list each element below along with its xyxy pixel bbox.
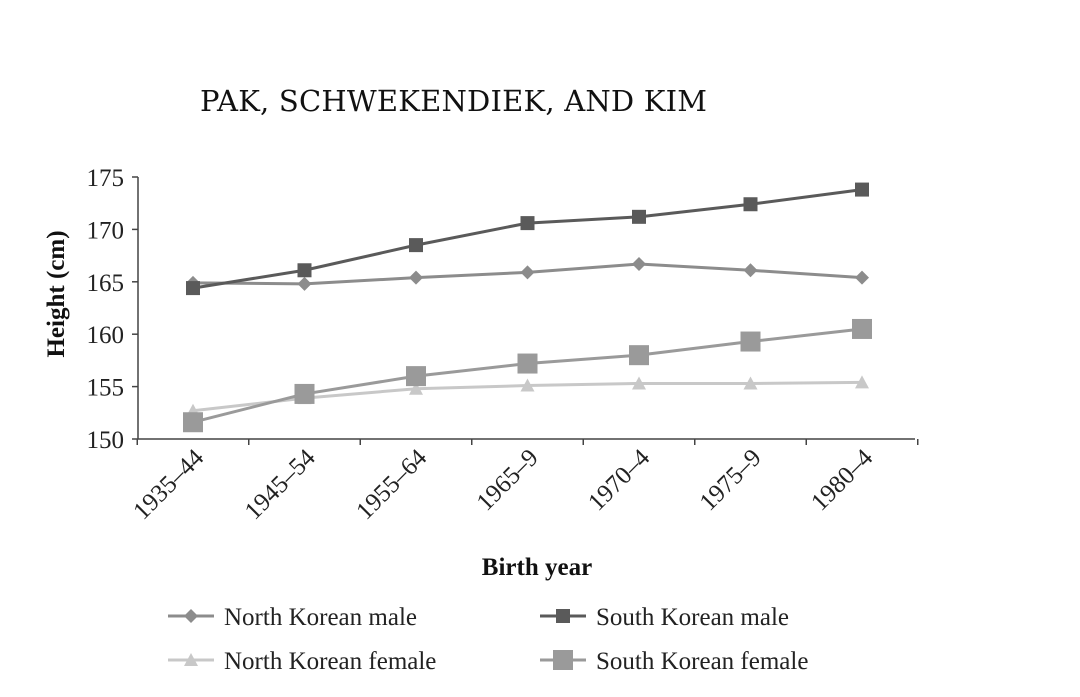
data-point [183,412,203,433]
data-point [743,263,758,278]
data-point [409,381,423,395]
x-tick-label: 1970–4 [583,444,655,516]
data-point [520,378,535,392]
y-tick-label: 155 [87,375,125,402]
y-tick-label: 160 [87,322,125,349]
x-tick-label: 1980–4 [806,444,878,516]
data-point [743,197,758,212]
y-tick-label: 165 [87,270,125,297]
series-line [192,327,863,424]
x-tick-label: 1935–44 [128,444,209,525]
data-point [629,345,649,366]
y-tick-label: 170 [87,217,125,244]
legend-marker [184,609,198,623]
data-point [632,209,646,224]
y-tick-label: 175 [87,165,125,192]
x-axis-title: Birth year [482,554,592,581]
data-point [186,281,200,296]
data-point [520,265,535,280]
x-tick-labels: 1935–44 1945–54 1955–64 1965–9 1970–4 1975–9 1… [128,439,919,525]
legend-marker [556,609,570,623]
data-point [517,353,538,374]
data-point [632,256,646,271]
legend-marker [184,653,198,666]
data-point [409,238,423,253]
y-tick-label: 150 [87,427,125,454]
data-point [855,270,869,285]
data-point [520,216,535,231]
x-tick-label: 1945–54 [240,444,321,525]
data-point [743,376,758,390]
data-point [297,276,312,291]
data-point [632,376,646,390]
data-point [852,318,872,339]
legend: North Korean male South Korean male North … [168,604,808,675]
data-point [294,383,315,404]
data-point [406,366,426,387]
axes [137,177,915,440]
legend-label: South Korean female [596,648,808,675]
x-tick-label: 1975–9 [695,444,767,516]
series-markers [183,182,872,433]
legend-label: North Korean female [224,648,436,675]
y-axis-title: Height (cm) [43,230,70,357]
data-point [409,270,423,285]
data-point [297,263,312,278]
x-tick-label: 1955–64 [351,444,432,525]
running-header: PAK, SCHWEKENDIEK, AND KIM [200,84,708,118]
legend-label: South Korean male [596,604,789,631]
x-tick-label: 1965–9 [472,444,544,516]
data-point [855,182,869,197]
legend-label: North Korean male [224,604,417,631]
legend-marker [553,650,573,670]
y-tick-labels: 150 155 160 165 170 175 [87,165,138,454]
data-point [740,331,761,352]
data-point [855,375,869,389]
